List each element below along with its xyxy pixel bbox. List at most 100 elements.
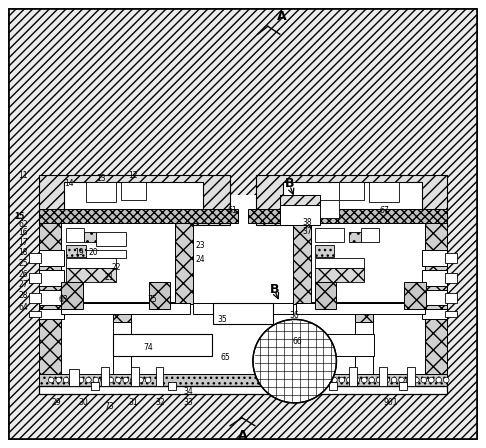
- Circle shape: [86, 377, 91, 383]
- Bar: [422, 270, 447, 286]
- Bar: [91, 382, 99, 390]
- Bar: [314, 282, 336, 310]
- Bar: [361, 228, 379, 242]
- Text: 64: 64: [18, 303, 28, 312]
- Bar: [101, 367, 109, 386]
- Circle shape: [331, 377, 337, 383]
- Text: 31: 31: [129, 398, 139, 407]
- Bar: [39, 310, 64, 319]
- Bar: [399, 382, 407, 390]
- Circle shape: [138, 377, 143, 383]
- Circle shape: [369, 377, 375, 383]
- Circle shape: [130, 377, 136, 383]
- Bar: [445, 293, 457, 302]
- Bar: [39, 195, 447, 394]
- Text: 35: 35: [217, 315, 227, 324]
- Bar: [445, 311, 457, 318]
- Text: 67: 67: [379, 206, 389, 215]
- Bar: [61, 302, 191, 314]
- Bar: [293, 209, 311, 303]
- Circle shape: [78, 377, 84, 383]
- Circle shape: [56, 377, 61, 383]
- Circle shape: [253, 319, 336, 403]
- Text: 20: 20: [88, 248, 98, 257]
- Text: 30: 30: [78, 398, 88, 407]
- Bar: [295, 302, 425, 314]
- Circle shape: [347, 377, 352, 383]
- Circle shape: [71, 377, 76, 383]
- Bar: [61, 282, 83, 310]
- Circle shape: [429, 377, 434, 383]
- Circle shape: [116, 377, 121, 383]
- Text: 15: 15: [14, 211, 25, 220]
- Bar: [407, 367, 415, 386]
- Text: 17: 17: [18, 238, 28, 247]
- Circle shape: [414, 377, 419, 383]
- Circle shape: [63, 377, 69, 383]
- Text: 14: 14: [64, 179, 74, 188]
- Text: 73: 73: [104, 402, 114, 411]
- Circle shape: [108, 377, 114, 383]
- Text: 13: 13: [96, 174, 105, 183]
- Text: 21: 21: [104, 273, 114, 282]
- Text: 62: 62: [18, 220, 28, 228]
- Text: B: B: [270, 283, 279, 296]
- Bar: [422, 289, 447, 306]
- Circle shape: [49, 377, 54, 383]
- Bar: [283, 182, 422, 217]
- Bar: [314, 268, 364, 282]
- Bar: [39, 386, 447, 394]
- Bar: [64, 182, 203, 217]
- Text: 24: 24: [195, 255, 205, 264]
- Circle shape: [101, 377, 106, 383]
- Bar: [113, 334, 212, 356]
- Circle shape: [421, 377, 427, 383]
- Bar: [330, 382, 337, 390]
- Circle shape: [354, 377, 360, 383]
- Text: 37: 37: [303, 228, 312, 237]
- Bar: [369, 182, 399, 202]
- Bar: [339, 182, 364, 200]
- Bar: [61, 222, 175, 302]
- Circle shape: [443, 377, 449, 383]
- Text: 27: 27: [18, 280, 28, 289]
- Bar: [113, 314, 131, 323]
- Circle shape: [406, 377, 412, 383]
- Bar: [169, 382, 176, 390]
- Text: 36: 36: [290, 311, 299, 320]
- Bar: [349, 232, 361, 242]
- Text: 33: 33: [184, 398, 193, 407]
- Bar: [96, 232, 126, 246]
- Text: A: A: [238, 429, 248, 442]
- Bar: [314, 258, 364, 268]
- Bar: [131, 367, 139, 386]
- Bar: [445, 253, 457, 263]
- Bar: [314, 228, 345, 242]
- Circle shape: [123, 377, 128, 383]
- Circle shape: [339, 377, 345, 383]
- Bar: [84, 232, 96, 242]
- Circle shape: [399, 377, 404, 383]
- Bar: [29, 311, 41, 318]
- Bar: [39, 209, 61, 383]
- Bar: [113, 314, 131, 386]
- Bar: [39, 270, 64, 286]
- Bar: [69, 369, 79, 386]
- Text: 65: 65: [220, 353, 230, 362]
- Bar: [39, 175, 230, 225]
- Bar: [314, 245, 334, 257]
- Bar: [248, 209, 447, 223]
- Bar: [66, 245, 86, 257]
- Text: 11: 11: [18, 171, 28, 180]
- Bar: [39, 250, 64, 266]
- Circle shape: [384, 377, 389, 383]
- Text: 23: 23: [195, 241, 205, 250]
- Bar: [280, 195, 319, 225]
- Bar: [66, 268, 116, 282]
- Bar: [280, 195, 319, 205]
- Text: 75: 75: [148, 295, 157, 304]
- Bar: [66, 228, 84, 242]
- Bar: [39, 289, 64, 306]
- Text: B: B: [285, 177, 295, 190]
- Text: 22: 22: [111, 263, 121, 272]
